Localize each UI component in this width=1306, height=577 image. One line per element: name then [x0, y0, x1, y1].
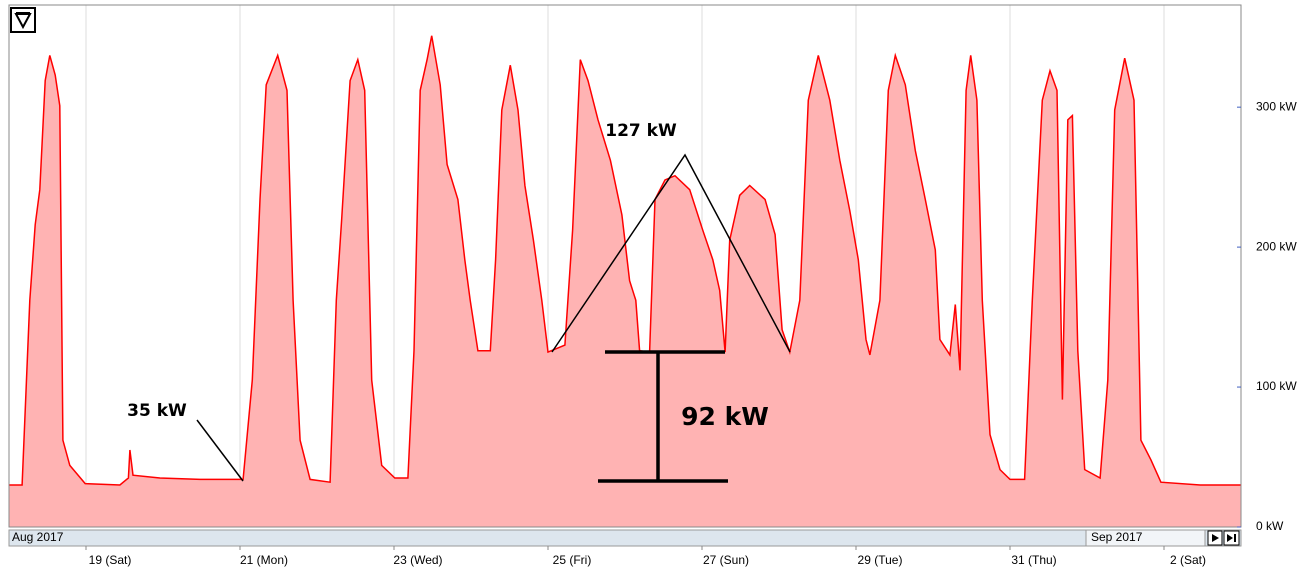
- menu-icon: [14, 12, 32, 30]
- y-tick-label: 100 kW: [1256, 379, 1297, 393]
- x-tick-label: 27 (Sun): [703, 553, 749, 567]
- x-tick-label: 19 (Sat): [89, 553, 132, 567]
- y-tick-label: 200 kW: [1256, 239, 1297, 253]
- y-tick-label: 0 kW: [1256, 519, 1284, 533]
- annotation-bracket: [598, 350, 728, 483]
- x-tick-label: 2 (Sat): [1170, 553, 1206, 567]
- x-tick-label: 21 (Mon): [240, 553, 288, 567]
- x-tick-label: 23 (Wed): [393, 553, 442, 567]
- end-icon: [1227, 534, 1236, 542]
- x-tick-label: 31 (Thu): [1011, 553, 1056, 567]
- annotation: 127 kW: [605, 121, 677, 141]
- annotation-line: [196, 419, 244, 482]
- plot-frame: [8, 4, 1242, 528]
- x-tick-label: 25 (Fri): [553, 553, 592, 567]
- period-label: Aug 2017: [12, 530, 64, 544]
- annotation-line: [551, 153, 791, 353]
- period-label: Sep 2017: [1091, 530, 1143, 544]
- period-box: [1085, 529, 1206, 547]
- y-tick-label: 300 kW: [1256, 99, 1297, 113]
- area-line: [9, 35, 1241, 486]
- period-bar: [8, 529, 1242, 547]
- annotation: 35 kW: [127, 401, 187, 421]
- annotation: 92 kW: [681, 402, 769, 431]
- x-tick-label: 29 (Tue): [858, 553, 903, 567]
- next-icon: [1212, 534, 1219, 542]
- area-fill: [9, 35, 1241, 528]
